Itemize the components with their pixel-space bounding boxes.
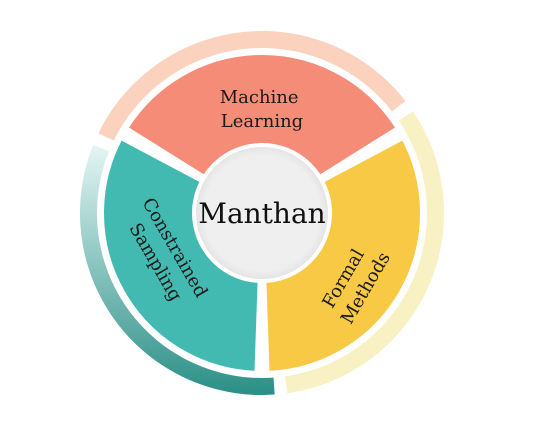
label-machine-learning-line-1: Machine — [220, 87, 299, 108]
label-machine-learning: Machine Learning — [220, 87, 305, 132]
label-machine-learning-line-2: Learning — [221, 111, 303, 132]
center-circle — [192, 143, 332, 283]
outer-ring-machine-learning — [98, 31, 406, 141]
outer-ring-constrained-sampling — [79, 144, 275, 396]
center-label: Manthan — [198, 197, 325, 230]
outer-ring-formal-methods — [284, 111, 444, 394]
